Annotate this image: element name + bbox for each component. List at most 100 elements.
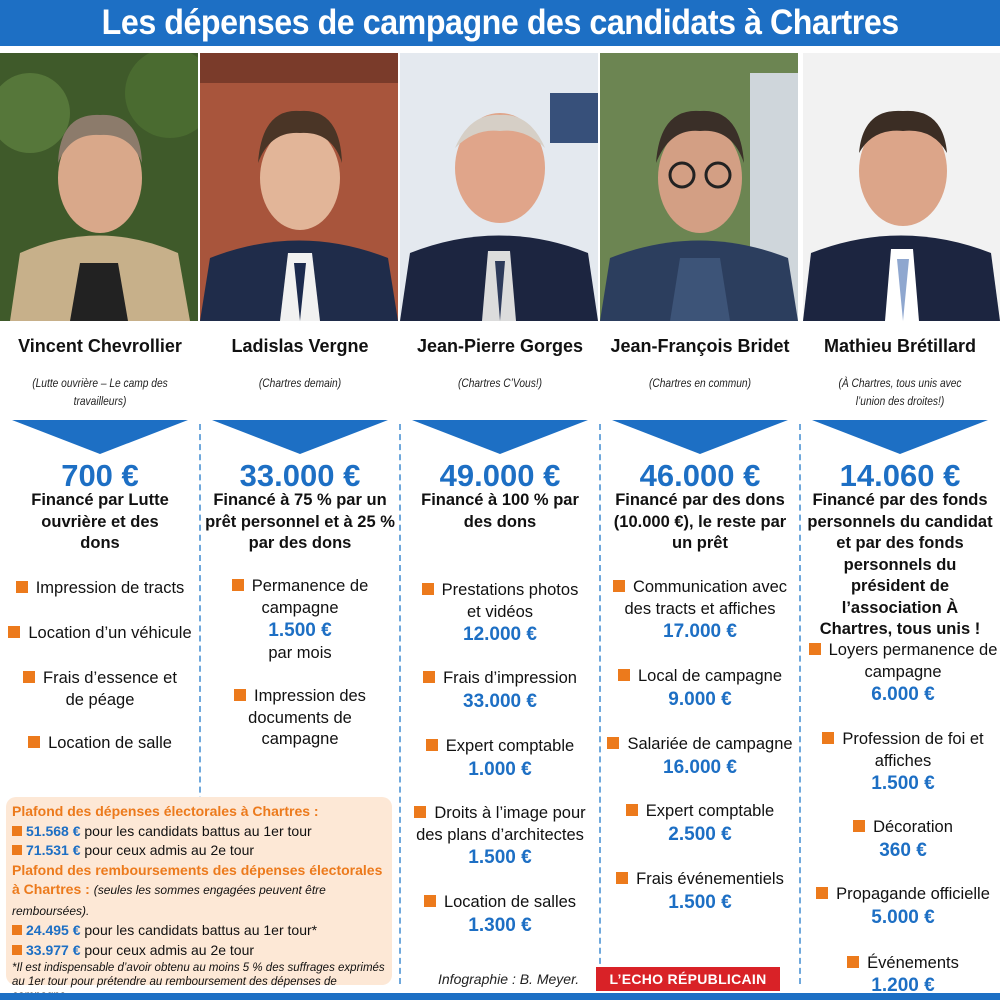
expense-value: 17.000 € [663, 621, 737, 642]
candidate-party: (Lutte ouvrière – Le camp des travailleu… [32, 376, 168, 408]
candidate-party: (Chartres C’Vous!) [457, 376, 543, 390]
orange-square-icon [12, 944, 22, 955]
expense-item: Frais événementiels 1.500 € [605, 869, 795, 915]
orange-square-icon [425, 739, 438, 751]
orange-square-icon [612, 580, 625, 592]
orange-square-icon [12, 825, 22, 836]
orange-square-icon [822, 732, 835, 744]
expense-item: Location de salle [5, 733, 195, 755]
total-amount: 700 € [61, 458, 139, 493]
candidate-name: Jean-François Bridet [610, 336, 790, 356]
down-arrow-icon [812, 420, 988, 454]
orange-square-icon [12, 845, 22, 855]
candidate-party: (À Chartres, tous unis avec l’union des … [838, 376, 962, 408]
candidate-photo-bridet [600, 53, 798, 321]
candidate-photo-vergne [200, 53, 398, 321]
expense-item: Permanence de campagne 1.500 € par mois [215, 576, 385, 665]
expense-item: Communication avec des tracts et affiche… [612, 577, 788, 644]
expense-item: Impression de tracts [5, 578, 195, 600]
spending-cap-box: Plafond des dépenses électorales à Chart… [6, 797, 392, 1000]
expense-value: 1.200 € [871, 974, 935, 996]
column-divider [399, 424, 401, 984]
header-banner: Les dépenses de campagne des candidats à… [0, 0, 1000, 46]
expense-item: Décoration 360 € [808, 817, 998, 863]
orange-square-icon [423, 895, 436, 907]
expense-item: Droits à l’image pour des plans d’archit… [410, 803, 590, 870]
cap-line: 33.977 € pour ceux admis au 2e tour [12, 941, 386, 961]
expense-item: Événements 1.200 € [808, 953, 998, 997]
column-divider [199, 424, 201, 984]
funding-text: Financé par Lutte ouvrière et des dons [31, 491, 169, 552]
expense-item: Local de campagne 9.000 € [605, 666, 795, 712]
expense-item: Profession de foi et affiches 1.500 € [815, 729, 991, 796]
candidate-name: Mathieu Brétillard [823, 336, 977, 356]
expense-value: 33.000 € [463, 690, 537, 712]
down-arrow-icon [612, 420, 788, 454]
cap-title: Plafond des dépenses électorales à Chart… [12, 803, 319, 819]
candidate-party: (Chartres en commun) [648, 376, 752, 390]
expense-item: Frais d’impression 33.000 € [405, 668, 595, 714]
expense-item: Location d’un véhicule [5, 623, 195, 645]
orange-square-icon [853, 820, 866, 832]
orange-square-icon [23, 671, 36, 683]
expense-item: Frais d’essence et de péage [20, 668, 180, 711]
expense-value: 2.500 € [668, 823, 732, 845]
orange-square-icon [607, 737, 620, 749]
bottom-bar [0, 993, 1000, 1000]
expense-item: Expert comptable 1.000 € [405, 736, 595, 782]
orange-square-icon [816, 887, 829, 899]
funding-text: Financé par des dons (10.000 €), le rest… [613, 491, 787, 552]
expense-value: 16.000 € [663, 756, 737, 778]
total-amount: 46.000 € [639, 458, 761, 493]
infographic-credit: Infographie : B. Meyer. [438, 971, 580, 987]
orange-square-icon [231, 579, 244, 591]
candidate-name: Ladislas Vergne [231, 336, 369, 356]
orange-square-icon [808, 643, 821, 655]
orange-square-icon [616, 872, 629, 884]
candidate-name: Jean-Pierre Gorges [416, 336, 584, 356]
page-title: Les dépenses de campagne des candidats à… [101, 3, 899, 42]
expense-value: 12.000 € [463, 624, 537, 645]
funding-text: Financé à 100 % par des dons [421, 491, 579, 531]
expense-item: Prestations photos et vidéos 12.000 € [415, 580, 585, 647]
expense-value: 1.500 € [268, 620, 332, 641]
orange-square-icon [8, 626, 21, 638]
expense-item: Expert comptable 2.500 € [605, 801, 795, 847]
expense-value: 1.500 € [468, 847, 532, 868]
expense-value: 5.000 € [871, 906, 935, 928]
expense-value: 1.300 € [468, 914, 532, 936]
column-divider [799, 424, 801, 984]
orange-square-icon [234, 689, 247, 701]
candidate-photo-gorges [400, 53, 598, 321]
orange-square-icon [625, 804, 638, 816]
down-arrow-icon [12, 420, 188, 454]
total-amount: 14.060 € [839, 458, 961, 493]
orange-square-icon [414, 806, 427, 818]
orange-square-icon [28, 736, 41, 748]
orange-square-icon [421, 583, 434, 595]
candidate-photo-chevrollier [0, 53, 198, 321]
candidate-photo-bretillard [803, 53, 1000, 321]
candidate-name: Vincent Chevrollier [18, 336, 182, 356]
expense-item: Impression des documents de campagne [210, 686, 390, 751]
cap-line: 71.531 € pour ceux admis au 2e tour [12, 841, 386, 861]
orange-square-icon [12, 925, 22, 935]
expense-item: Loyers permanence de campagne 6.000 € [808, 640, 998, 707]
orange-square-icon [15, 581, 28, 593]
newspaper-logo: L’ECHO RÉPUBLICAIN [596, 967, 780, 991]
expense-value: 6.000 € [871, 684, 935, 705]
expense-item: Propagande officielle 5.000 € [808, 884, 998, 930]
orange-square-icon [423, 671, 436, 683]
funding-text: Financé à 75 % par un prêt personnel et … [205, 491, 395, 552]
orange-square-icon [617, 669, 630, 681]
total-amount: 33.000 € [239, 458, 361, 493]
expense-value: 1.500 € [668, 891, 732, 913]
down-arrow-icon [212, 420, 388, 454]
expense-value: 360 € [879, 839, 927, 861]
expense-item: Location de salles 1.300 € [405, 892, 595, 938]
cap-line: 24.495 € pour les candidats battus au 1e… [12, 921, 386, 941]
cap-line: 51.568 € pour les candidats battus au 1e… [12, 822, 386, 842]
funding-text: Financé par des fonds personnels du cand… [807, 491, 993, 638]
orange-square-icon [847, 956, 860, 968]
column-divider [599, 424, 601, 984]
